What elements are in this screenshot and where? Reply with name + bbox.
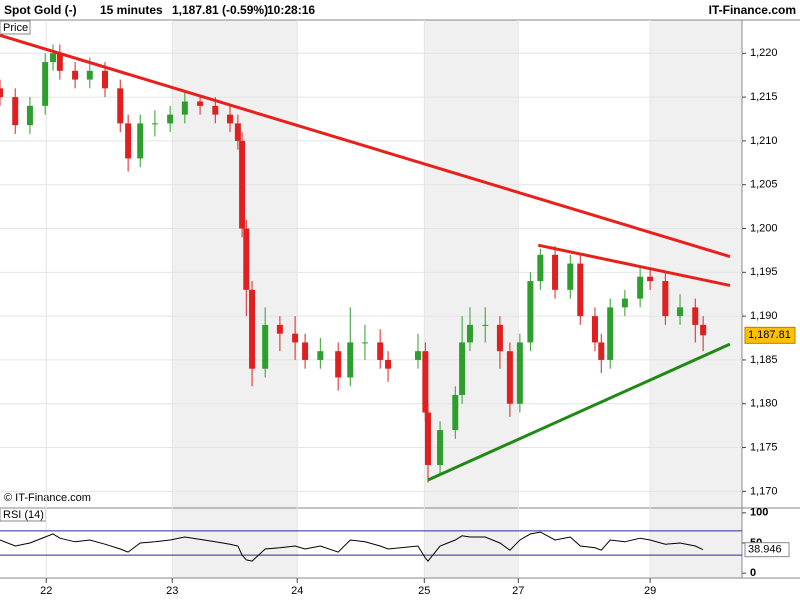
y-tick-label: 1,215 (750, 91, 778, 103)
watermark: © IT-Finance.com (4, 492, 91, 504)
candle-body (317, 351, 324, 360)
candle-body (181, 101, 188, 115)
y-tick-label: 1,195 (750, 266, 778, 278)
candle-body (437, 430, 444, 466)
x-tick-label: 27 (512, 585, 524, 597)
header-bar (0, 0, 800, 20)
rsi-last-box (744, 542, 790, 558)
candle-body (292, 333, 299, 343)
candle-body (239, 140, 246, 229)
source: IT-Finance.com (709, 3, 796, 17)
trend-line (427, 342, 731, 482)
candle-body (102, 70, 109, 89)
candle-body (516, 342, 523, 404)
candle-body (527, 281, 534, 343)
candle-body (496, 324, 503, 352)
candle-body (414, 351, 421, 360)
candle-body (552, 254, 559, 290)
candle-body (56, 53, 63, 71)
last-quote: 1,187.81 (-0.59%) (172, 3, 268, 17)
y-tick-label: 1,185 (750, 354, 778, 366)
interval: 15 minutes (100, 3, 163, 17)
candle-body (262, 324, 269, 369)
candle-body (335, 351, 342, 378)
candle-body (621, 298, 628, 308)
day-band (172, 20, 298, 578)
panel-label: Price (3, 22, 28, 34)
x-tick-label: 23 (166, 585, 178, 597)
x-tick-label: 25 (418, 585, 430, 597)
candle-body (677, 307, 684, 317)
rsi-last-label: 38.946 (748, 544, 782, 556)
rsi-y-tick-label: 100 (750, 507, 768, 519)
y-tick-label: 1,220 (750, 47, 778, 59)
candle-body (567, 263, 574, 290)
candle-body (42, 62, 49, 106)
candle-body (12, 97, 19, 126)
y-tick-label: 1,200 (750, 222, 778, 234)
candle-body (692, 307, 699, 325)
candle-body (598, 342, 605, 360)
candle-body (137, 123, 144, 159)
candle-body (607, 307, 614, 360)
panel-label-box (0, 20, 31, 35)
candle-body (212, 105, 219, 115)
candle-body (302, 342, 309, 360)
candle-body (591, 316, 598, 343)
y-tick-label: 1,170 (750, 485, 778, 497)
candle-body (125, 123, 132, 159)
candle-body (249, 289, 256, 369)
rsi-line (0, 531, 704, 562)
candle-body (117, 88, 124, 124)
candle-body (637, 276, 644, 299)
x-tick-label: 22 (40, 585, 52, 597)
candle-body (243, 228, 250, 290)
candle-body (452, 394, 459, 431)
candle-body (26, 105, 33, 126)
candle-body (700, 324, 707, 336)
candle-body (577, 263, 584, 317)
candle-body (347, 342, 354, 378)
trend-line (537, 243, 731, 287)
trend-line (0, 33, 731, 258)
candle-body (537, 254, 544, 282)
candle-body (151, 123, 158, 125)
candle-body (385, 359, 392, 369)
candle-body (361, 342, 368, 344)
y-tick-label: 1,190 (750, 310, 778, 322)
candle-body (234, 123, 241, 141)
candle-body (662, 281, 669, 317)
candle-body (0, 88, 3, 98)
candle-body (72, 70, 79, 80)
candle-body (197, 101, 204, 106)
candle-body (482, 324, 489, 326)
candle-body (276, 324, 283, 334)
rsi-y-tick-label: 0 (750, 567, 756, 579)
last-price-box (744, 326, 796, 344)
rsi-label: RSI (14) (3, 509, 44, 521)
candle-body (424, 412, 431, 466)
candle-body (422, 351, 429, 413)
time: 10:28:16 (267, 3, 315, 17)
candle-body (647, 276, 654, 282)
x-tick-label: 29 (644, 585, 656, 597)
day-band (424, 20, 519, 578)
candle-body (466, 324, 473, 343)
last-price-label: 1,187.81 (748, 329, 791, 341)
y-tick-label: 1,175 (750, 441, 778, 453)
candle-body (167, 114, 174, 124)
candle-body (459, 342, 466, 395)
candle-body (227, 114, 234, 124)
title: Spot Gold (-) (4, 3, 77, 17)
y-tick-label: 1,210 (750, 135, 778, 147)
candle-body (506, 351, 513, 404)
candle-body (86, 70, 93, 80)
x-tick-label: 24 (291, 585, 303, 597)
candle-body (50, 53, 57, 63)
y-tick-label: 1,180 (750, 398, 778, 410)
candle-body (377, 342, 384, 360)
y-tick-label: 1,205 (750, 179, 778, 191)
